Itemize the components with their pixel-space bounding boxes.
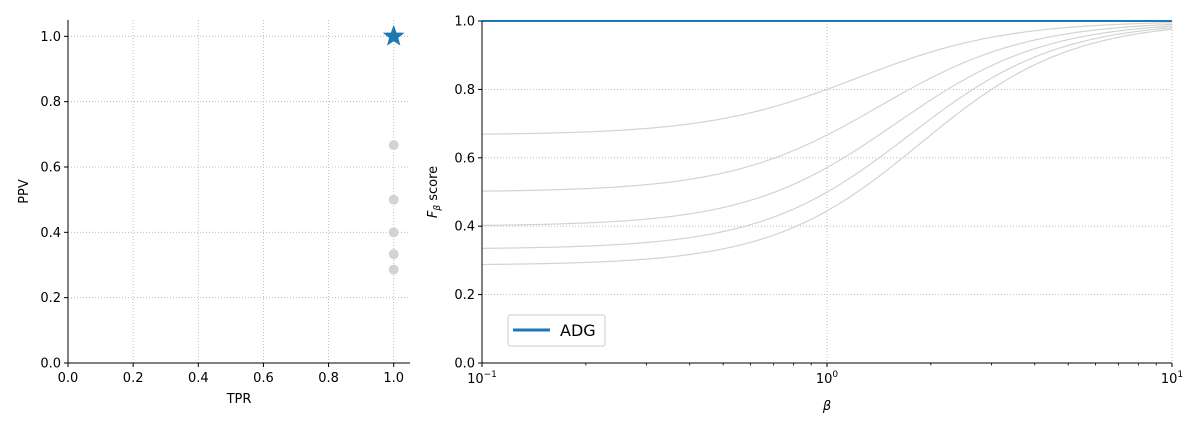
f-beta-curve bbox=[481, 28, 1173, 266]
scatter-point bbox=[388, 194, 399, 205]
scatter-point bbox=[388, 140, 399, 151]
y-tick-label: 0.4 bbox=[40, 226, 61, 241]
y-tick-label: 0.0 bbox=[454, 357, 475, 372]
legend-label: ADG bbox=[560, 321, 596, 340]
star-point-marker bbox=[382, 24, 405, 46]
y-tick-label: 1.0 bbox=[454, 15, 475, 30]
x-tick-label: 10−1 bbox=[467, 370, 497, 387]
ppv-tpr-scatter-chart: 0.0 0.2 0.4 0.6 0.8 1.0 0.0 0.2 0.4 0.6 0.8 1.0 TPR P… bbox=[17, 20, 410, 407]
f-beta-curve bbox=[481, 27, 1173, 249]
f-beta-curve bbox=[481, 23, 1173, 192]
legend-box bbox=[507, 314, 606, 347]
x-tick-label: 0.0 bbox=[58, 371, 79, 386]
f-beta-line-chart: 10−1 100 101 0.0 0.2 0.4 0.6 0.8 1.0 β Fβ score ADG bbox=[426, 15, 1183, 415]
x-tick-label: 0.2 bbox=[123, 371, 144, 386]
x-axis-label: β bbox=[822, 399, 831, 414]
y-tick-label: 0.6 bbox=[454, 151, 475, 166]
scatter-point bbox=[388, 264, 399, 275]
y-tick-label: 0.8 bbox=[454, 83, 475, 98]
scatter-point bbox=[388, 227, 399, 238]
x-tick-label: 0.6 bbox=[253, 371, 274, 386]
x-tick-label: 0.4 bbox=[188, 371, 209, 386]
x-tick-label: 100 bbox=[816, 370, 839, 387]
y-tick-label: 1.0 bbox=[40, 30, 61, 45]
x-tick-label: 101 bbox=[1161, 370, 1183, 387]
f-beta-curve bbox=[481, 22, 1173, 135]
x-tick-label: 1.0 bbox=[383, 371, 404, 386]
y-tick-label: 0.2 bbox=[40, 291, 61, 306]
y-axis-label: PPV bbox=[17, 179, 32, 204]
y-tick-label: 0.2 bbox=[454, 288, 475, 303]
x-axis-label: TPR bbox=[226, 392, 252, 407]
y-axis-label: Fβ score bbox=[426, 166, 443, 218]
x-tick-label: 0.8 bbox=[318, 371, 339, 386]
y-tick-label: 0.0 bbox=[40, 357, 61, 372]
f-beta-curve bbox=[481, 25, 1173, 226]
scatter-point bbox=[388, 249, 399, 260]
y-tick-label: 0.8 bbox=[40, 95, 61, 110]
y-tick-label: 0.4 bbox=[454, 220, 475, 235]
y-tick-label: 0.6 bbox=[40, 161, 61, 176]
legend: ADG bbox=[507, 314, 606, 347]
